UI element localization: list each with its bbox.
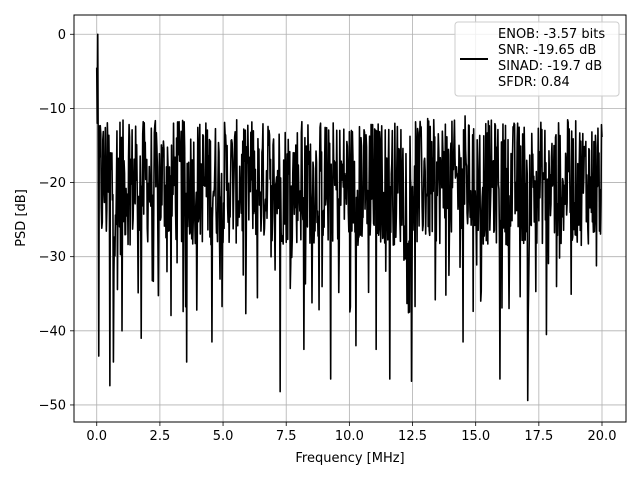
x-tick-label: 5.0 (213, 429, 234, 444)
x-tick-label: 15.0 (461, 429, 490, 444)
y-tick-label: −10 (39, 102, 66, 117)
legend: ENOB: -3.57 bits SNR: -19.65 dB SINAD: -… (454, 21, 620, 97)
legend-sfdr: SFDR: 0.84 (498, 75, 570, 90)
x-tick-label: 20.0 (588, 429, 617, 444)
y-tick-label: 0 (58, 28, 66, 43)
y-axis-label: PSD [dB] (14, 189, 29, 247)
x-tick-label: 0.0 (86, 429, 107, 444)
y-axis-ticks: 0 −10 −20 −30 −40 −50 (39, 28, 74, 413)
legend-sinad: SINAD: -19.7 dB (498, 59, 602, 74)
psd-series (95, 33, 603, 402)
x-axis-ticks: 0.0 2.5 5.0 7.5 10.0 12.5 15.0 17.5 20.0 (86, 422, 616, 444)
legend-snr: SNR: -19.65 dB (498, 43, 596, 58)
x-tick-label: 12.5 (398, 429, 427, 444)
x-axis-label: Frequency [MHz] (295, 451, 404, 466)
legend-enob: ENOB: -3.57 bits (498, 27, 605, 42)
x-tick-label: 10.0 (335, 429, 364, 444)
y-tick-label: −30 (39, 250, 66, 265)
y-tick-label: −40 (39, 324, 66, 339)
x-tick-label: 17.5 (524, 429, 553, 444)
legend-box (454, 21, 620, 97)
x-tick-label: 7.5 (276, 429, 297, 444)
psd-line (95, 33, 603, 402)
y-tick-label: −50 (39, 398, 66, 413)
axes-frame (73, 14, 627, 423)
y-tick-label: −20 (39, 176, 66, 191)
x-tick-label: 2.5 (150, 429, 171, 444)
